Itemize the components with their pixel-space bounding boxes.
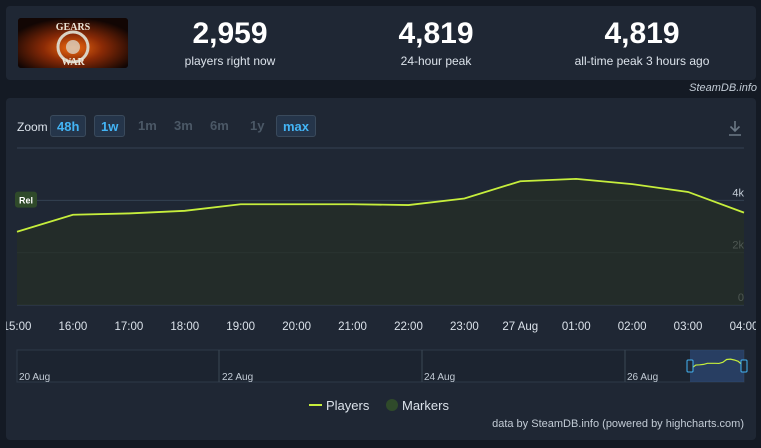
y-tick-label: 4k (732, 187, 744, 199)
navigator-players-line (691, 358, 743, 369)
download-icon[interactable] (728, 120, 742, 141)
zoom-1m-button[interactable]: 1m (138, 118, 157, 133)
chart-panel: Zoom 48h 1w 1m 3m 6m 1y max 02k4k15:0016… (6, 98, 756, 440)
game-logo-image: GEARS WAR (18, 18, 128, 68)
24h-peak-value: 4,819 (398, 17, 474, 50)
stat-24h-peak: 4,819 24-hour peak (346, 16, 526, 68)
svg-text:GEARS: GEARS (56, 22, 91, 33)
stat-all-time-peak: 4,819 all-time peak 3 hours ago (552, 16, 732, 68)
all-time-peak-label: all-time peak 3 hours ago (574, 54, 710, 68)
stats-bar: GEARS WAR 2,959 players right now 4,819 … (6, 6, 756, 80)
zoom-1y-button[interactable]: 1y (250, 118, 265, 133)
game-thumbnail[interactable]: GEARS WAR (18, 18, 128, 68)
24h-peak-label: 24-hour peak (400, 54, 472, 68)
highcharts-credit[interactable]: data by SteamDB.info (powered by highcha… (492, 418, 744, 430)
x-tick-label: 17:00 (114, 321, 143, 333)
navigator (16, 349, 745, 383)
release-marker (15, 191, 37, 208)
x-tick-label: 18:00 (170, 321, 199, 333)
current-players-value: 2,959 (192, 17, 268, 50)
navigator-label: 22 Aug (222, 372, 253, 383)
navigator-handle[interactable] (740, 359, 748, 373)
current-players-label: players right now (184, 54, 276, 68)
zoom-label: Zoom (17, 120, 48, 134)
x-tick-label: 15:00 (6, 321, 31, 333)
zoom-6m-button[interactable]: 6m (210, 118, 229, 133)
all-time-peak-value: 4,819 (604, 17, 680, 50)
player-count-chart[interactable]: 02k4k15:0016:0017:0018:0019:0020:0021:00… (6, 98, 756, 440)
players-line (16, 178, 745, 233)
x-tick-label: 22:00 (394, 321, 423, 333)
x-tick-label: 04:00 (730, 321, 756, 333)
x-tick-label: 27 Aug (502, 321, 538, 333)
svg-text:WAR: WAR (61, 57, 85, 68)
x-tick-label: 16:00 (59, 321, 88, 333)
navigator-handle[interactable] (686, 359, 694, 373)
zoom-1w-button[interactable]: 1w (94, 115, 126, 137)
x-tick-label: 19:00 (226, 321, 255, 333)
legend-markers-label[interactable]: Markers (402, 398, 449, 413)
x-tick-label: 20:00 (282, 321, 311, 333)
navigator-selection (690, 350, 744, 382)
navigator-label: 20 Aug (19, 372, 50, 383)
zoom-3m-button[interactable]: 3m (174, 118, 193, 133)
x-tick-label: 01:00 (562, 321, 591, 333)
x-tick-label: 21:00 (338, 321, 367, 333)
zoom-48h-button[interactable]: 48h (50, 115, 87, 137)
players-area (17, 178, 744, 305)
legend-markers-swatch (386, 399, 398, 411)
steamdb-credit-top[interactable]: SteamDB.info (689, 82, 757, 94)
x-tick-label: 23:00 (450, 321, 479, 333)
release-marker-label: Rel (19, 196, 33, 206)
stat-current-players: 2,959 players right now (140, 16, 320, 68)
navigator-label: 24 Aug (424, 372, 455, 383)
x-tick-label: 02:00 (618, 321, 647, 333)
zoom-max-button[interactable]: max (276, 115, 317, 137)
x-tick-label: 03:00 (674, 321, 703, 333)
navigator-label: 26 Aug (627, 372, 658, 383)
legend-players-label[interactable]: Players (326, 398, 370, 413)
